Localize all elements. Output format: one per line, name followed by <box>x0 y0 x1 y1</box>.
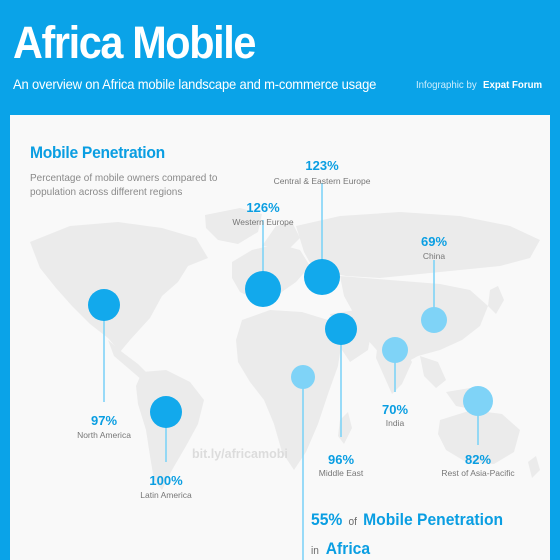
percent-rest-of-asia-pacific: 82% <box>464 452 492 467</box>
bubble-india <box>382 337 408 363</box>
region-name-latin-america: Latin America <box>140 490 192 500</box>
header-banner: Africa Mobile An overview on Africa mobi… <box>0 0 560 112</box>
percent-india: 70% <box>381 402 409 417</box>
percent-north-america: 97% <box>90 413 118 428</box>
bubble-rest-of-asia-pacific <box>463 386 493 416</box>
africa-stat-line2: in Africa <box>311 539 370 559</box>
section-title: Mobile Penetration <box>30 143 165 162</box>
bubble-western-europe <box>245 271 281 307</box>
region-name-western-europe: Western Europe <box>232 217 294 227</box>
region-name-china: China <box>422 251 446 261</box>
percent-latin-america: 100% <box>149 473 183 488</box>
page-title: Africa Mobile <box>13 17 256 68</box>
percent-central-eastern-europe: 123% <box>305 158 339 173</box>
percent-western-europe: 126% <box>246 200 280 215</box>
credit-brand: Expat Forum <box>482 79 542 91</box>
credit-prefix: Infographic by <box>415 79 477 91</box>
africa-stat: 55% of Mobile Penetration <box>311 510 503 530</box>
section-description: Percentage of mobile owners compared to … <box>30 172 218 198</box>
africa-stat-label: Mobile Penetration <box>363 510 504 529</box>
page-subtitle: An overview on Africa mobile landscape a… <box>13 76 377 92</box>
africa-stat-of: of <box>348 516 357 528</box>
region-bubbles <box>88 259 493 428</box>
bubble-latin-america <box>150 396 182 428</box>
bubble-africa <box>291 365 315 389</box>
bubble-north-america <box>88 289 120 321</box>
percent-middle-east: 96% <box>327 452 355 467</box>
africa-stat-region: Africa <box>325 539 371 558</box>
region-name-central-eastern-europe: Central & Eastern Europe <box>273 176 371 186</box>
africa-stat-percent: 55% <box>311 510 343 529</box>
region-name-rest-of-asia-pacific: Rest of Asia-Pacific <box>441 468 515 478</box>
region-name-middle-east: Middle East <box>318 468 364 478</box>
bubble-central-eastern-europe <box>304 259 340 295</box>
region-name-india: India <box>385 418 405 428</box>
bubble-china <box>421 307 447 333</box>
africa-stat-in: in <box>311 545 319 557</box>
region-name-north-america: North America <box>77 430 131 440</box>
watermark-link: bit.ly/africamobi <box>192 447 288 461</box>
credit-line: Infographic by Expat Forum <box>416 79 542 91</box>
percent-china: 69% <box>420 234 448 249</box>
bubble-middle-east <box>325 313 357 345</box>
